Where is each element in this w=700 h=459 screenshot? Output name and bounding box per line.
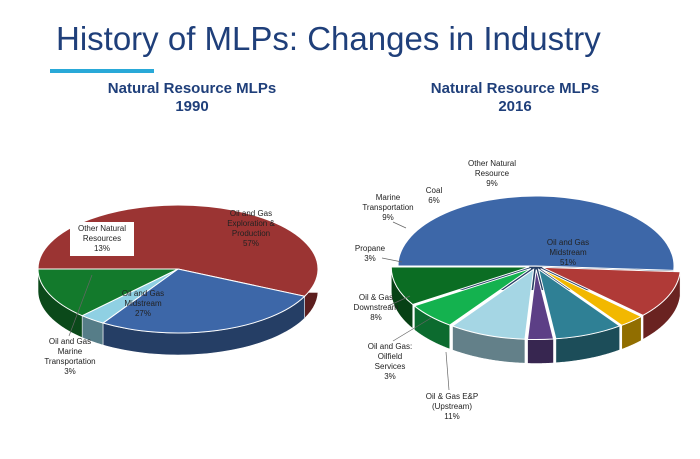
slice-label-text: (Upstream)	[431, 402, 472, 411]
page-title: History of MLPs: Changes in Industry	[56, 20, 601, 57]
slice-label-text: Midstream	[124, 299, 162, 308]
slice-label-text: Other Natural	[467, 159, 517, 168]
slice-label-text: Oil & Gas	[358, 293, 394, 302]
slice-label-2016-6: Coal 6%	[420, 186, 448, 206]
slice-label-text: Resource	[474, 169, 510, 178]
slice-percent-label: 9%	[382, 213, 394, 222]
slice-label-2016-0: Oil and Gas Midstream 51%	[538, 238, 598, 268]
chart-title-1990-year: 1990	[175, 98, 209, 115]
slice-label-text: Midstream	[549, 248, 587, 257]
slice-label-2016-3: Oil & Gas Downstream 8%	[350, 293, 402, 323]
leader-line-2016-5	[392, 221, 407, 229]
slice-label-2016-7: Other Natural Resource 9%	[462, 159, 522, 189]
pie-2016-slice-6	[413, 267, 532, 326]
pie-chart-2016	[390, 195, 681, 364]
slice-percent-label: 3%	[364, 254, 376, 263]
leader-line-2016-2	[392, 317, 432, 342]
chart-title-1990-line1: Natural Resource MLPs	[107, 80, 277, 97]
slice-percent-label: 9%	[486, 179, 498, 188]
pie-2016-slice-1	[542, 266, 681, 316]
label-leader-lines	[68, 221, 450, 391]
slice-label-text: Oil and Gas	[48, 337, 92, 346]
slice-label-2016-1: Oil & Gas E&P (Upstream) 11%	[420, 392, 484, 422]
slice-percent-label: 8%	[370, 313, 382, 322]
chart-title-2016-line1: Natural Resource MLPs	[430, 80, 600, 97]
slice-label-text: Transportation	[44, 357, 96, 366]
slice-label-2016-4: Propane 3%	[352, 244, 388, 264]
pie-1990-slice-1	[101, 268, 306, 334]
slice-percent-label: 11%	[444, 412, 460, 421]
slice-percent-label: 6%	[428, 196, 440, 205]
slice-percent-label: 3%	[384, 372, 396, 381]
slice-label-text: Oil and Gas	[121, 289, 165, 298]
slice-percent-label: 3%	[64, 367, 76, 376]
pie-2016-slice-3	[537, 268, 621, 340]
slice-label-1990-2: Oil and Gas Marine Transportation 3%	[40, 337, 100, 377]
slice-label-text: Oil & Gas E&P	[425, 392, 479, 401]
slice-label-1990-1: Oil and Gas Midstream 27%	[118, 289, 168, 319]
slice-label-text: Other Natural	[77, 224, 127, 233]
title-accent-bar	[50, 69, 154, 73]
slice-percent-label: 51%	[559, 258, 576, 267]
slice-label-1990-3: Other Natural Resources 13%	[70, 222, 134, 256]
slice-label-text: Coal	[425, 186, 443, 195]
slice-label-2016-5: Marine Transportation 9%	[356, 193, 420, 223]
slice-label-text: Oil and Gas	[229, 209, 273, 218]
pie-2016-slice-0	[397, 195, 675, 271]
pie-2016-slice-side-4	[527, 338, 554, 364]
slice-label-text: Transportation	[362, 203, 414, 212]
slice-label-text: Oilfield	[377, 352, 403, 361]
pie-2016-slice-2	[540, 268, 643, 326]
pie-2016-slice-5	[451, 268, 535, 340]
slice-label-2016-2: Oil and Gas: Oilfield Services 3%	[362, 342, 418, 382]
slice-label-text: Exploration &	[227, 219, 275, 228]
leader-line-2016-1	[445, 351, 450, 391]
slice-percent-label: 57%	[242, 239, 259, 248]
slice-label-text: Downstream	[353, 303, 399, 312]
slice-label-text: Marine	[375, 193, 401, 202]
pie-chart-1990	[37, 204, 319, 356]
chart-title-2016: Natural Resource MLPs 2016	[385, 80, 645, 116]
slice-label-text: Oil and Gas	[546, 238, 590, 247]
leader-line-2016-4	[381, 257, 403, 263]
slice-percent-label: 27%	[134, 309, 151, 318]
slice-label-text: Oil and Gas:	[367, 342, 413, 351]
slice-label-text: Production	[231, 229, 271, 238]
pie-2016-slice-7	[390, 266, 530, 306]
leader-line-1990-2	[68, 274, 93, 337]
chart-title-2016-year: 2016	[498, 98, 532, 115]
slice-percent-label: 13%	[93, 244, 110, 253]
slice-label-text: Propane	[354, 244, 386, 253]
slice-label-text: Resources	[82, 234, 122, 243]
chart-title-1990: Natural Resource MLPs 1990	[62, 80, 322, 116]
slice-label-text: Services	[374, 362, 406, 371]
pie-2016-slice-4	[526, 269, 555, 341]
leader-line-2016-3	[387, 295, 411, 307]
slice-label-1990-0: Oil and Gas Exploration & Production 57%	[220, 209, 282, 249]
slice-label-text: Marine	[57, 347, 83, 356]
